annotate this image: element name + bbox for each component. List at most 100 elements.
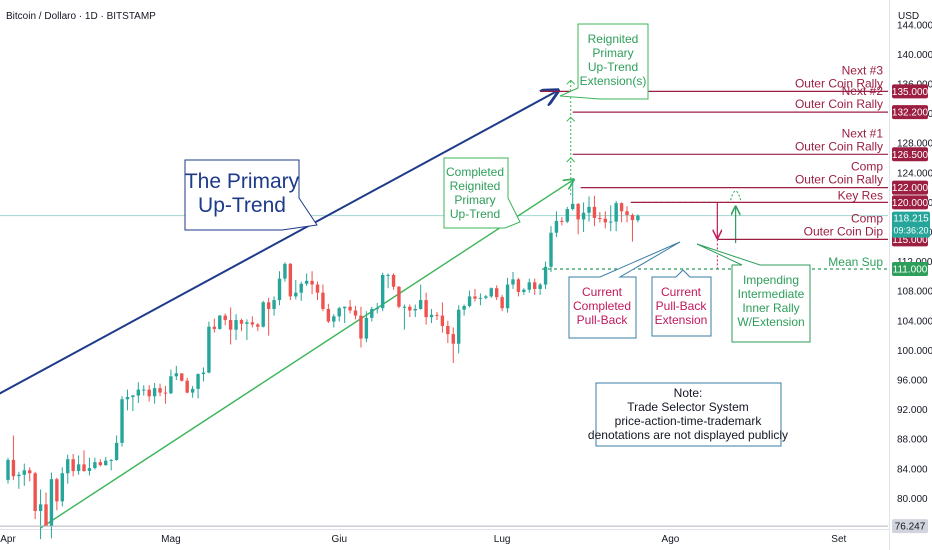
candle [402,304,407,330]
candle [169,369,173,395]
candle [66,454,70,484]
level-price-tag [892,84,928,99]
candle [337,306,341,322]
candle [261,300,265,328]
pullback-extension-label: Current Pull-Back Extension [655,285,708,327]
candle [370,306,374,322]
candle [201,367,206,382]
candle [109,459,113,471]
candle [147,385,151,402]
candle [549,226,553,272]
candle [413,304,417,318]
candle [435,311,439,321]
price-tick-label: 80.000 [897,494,928,505]
symbol-title: Bitcoin / Dollaro · 1D · BITSTAMP [6,11,156,22]
current-pullback-callout[interactable]: Current Completed Pull-Back [568,241,681,339]
level-price-tag [892,147,928,162]
level-label: Outer Coin Rally [795,139,883,153]
level-price-tag [892,180,928,195]
price-tick-label: 100.000 [897,346,932,357]
candle [609,205,613,232]
reignited-trend-line[interactable] [40,180,573,529]
candle [408,304,412,318]
candle [500,294,504,312]
time-tick-label: Giu [331,534,347,545]
level-price-tag [892,195,928,210]
candle [114,435,119,461]
candle [446,320,450,343]
level-price-tag [892,105,928,120]
time-tick-label: Lug [494,534,511,545]
level-price-tag-text: 111.000 [893,265,928,276]
note-box[interactable]: Note: Trade Selector System price-action-t… [588,382,788,447]
reignited-extension-callout[interactable]: Reignited Primary Up-Trend Extension(s) [559,23,649,100]
currency-label: USD [898,11,919,22]
level-price-tag-text: 122.000 [892,183,929,194]
price-tick-label: 140.000 [897,50,932,61]
candle [28,467,32,482]
candle [592,195,597,227]
price-tick-label: 84.000 [897,464,928,475]
impending-rally-label: Impending Intermediate Inner Rally W/Extens… [737,273,804,329]
candle [598,212,602,223]
level-label: Mean Sup [828,255,883,269]
candle [163,385,168,404]
price-tick-label: 88.000 [897,435,928,446]
primary-trend-callout[interactable]: The Primary Up-Trend [184,159,318,231]
candle [440,302,445,333]
candle [180,373,184,382]
candle [142,385,146,396]
candle [190,385,195,398]
candle [451,327,455,363]
candle [364,311,369,343]
candle [125,389,130,411]
candle [587,196,591,222]
candle [630,213,635,242]
reignited-arrow-head [566,157,576,163]
candle [429,308,434,324]
level-label-top: Next #2 [842,84,884,98]
candle [11,435,16,480]
candle [315,281,320,301]
time-tick-label: Apr [0,534,16,545]
price-tick-label: 124.000 [897,168,932,179]
impending-rally-callout[interactable]: Impending Intermediate Inner Rally W/Extens… [696,243,811,343]
candle [212,318,217,333]
candle [87,457,92,476]
candle [375,303,379,314]
candle [505,277,510,313]
candle [516,277,521,297]
candle [131,394,135,412]
level-key-res[interactable]: Key Res 120.000 [630,188,929,210]
level-mean-sup[interactable]: Mean Sup 111.000 [542,255,928,276]
last-price-value: 118.215 [893,214,929,225]
level-price-tag-text: 126.500 [892,150,929,161]
candle [342,306,347,324]
candle [397,286,401,309]
time-axis[interactable]: Apr Mag Giu Lug Ago Set [0,534,846,545]
candle [218,314,222,330]
candle [174,365,179,380]
candle [196,373,200,399]
primary-trend-line[interactable] [0,91,556,409]
candle [489,287,493,298]
candle [17,471,21,489]
current-pullback-label: Current Completed Pull-Back [573,285,631,327]
pullback-extension-callout[interactable]: Current Pull-Back Extension [651,269,712,337]
candle [277,271,282,306]
candle [136,382,141,403]
candle [228,307,233,345]
candle [33,471,37,520]
price-tick-label: 128.000 [897,139,932,150]
completed-label: Completed Reignited Primary Up-Trend [446,165,504,221]
candle [527,278,531,293]
completed-callout[interactable]: Completed Reignited Primary Up-Trend [443,157,521,229]
